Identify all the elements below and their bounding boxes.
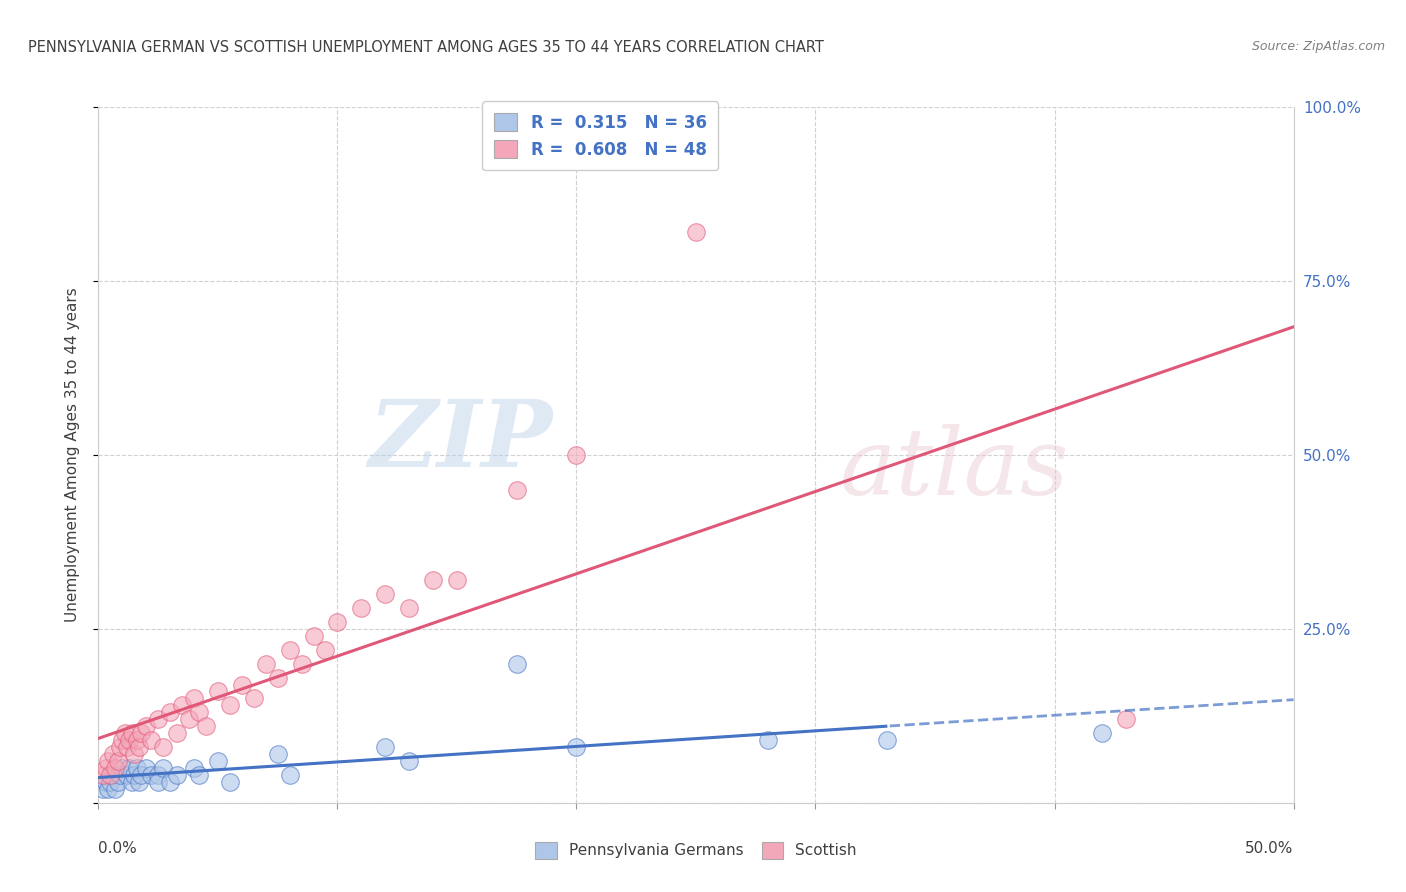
Point bbox=[124, 747, 146, 761]
Point bbox=[131, 726, 153, 740]
Point bbox=[422, 573, 444, 587]
Point bbox=[91, 768, 114, 782]
Text: 50.0%: 50.0% bbox=[1246, 841, 1294, 856]
Point bbox=[291, 657, 314, 671]
Point bbox=[254, 657, 277, 671]
Point bbox=[374, 587, 396, 601]
Point bbox=[183, 691, 205, 706]
Point bbox=[121, 726, 143, 740]
Point bbox=[118, 733, 141, 747]
Point bbox=[104, 781, 127, 796]
Point bbox=[139, 768, 162, 782]
Point bbox=[350, 601, 373, 615]
Point bbox=[506, 657, 529, 671]
Point bbox=[1091, 726, 1114, 740]
Point bbox=[166, 768, 188, 782]
Point bbox=[152, 761, 174, 775]
Point bbox=[148, 768, 170, 782]
Point bbox=[94, 761, 117, 775]
Point bbox=[115, 768, 138, 782]
Point bbox=[131, 768, 153, 782]
Point bbox=[101, 747, 124, 761]
Point bbox=[231, 677, 253, 691]
Point bbox=[187, 706, 209, 720]
Point bbox=[278, 642, 301, 657]
Point bbox=[159, 775, 181, 789]
Point bbox=[111, 733, 134, 747]
Point bbox=[172, 698, 194, 713]
Point bbox=[374, 740, 396, 755]
Point bbox=[97, 754, 120, 768]
Point bbox=[267, 747, 290, 761]
Point bbox=[91, 781, 114, 796]
Y-axis label: Unemployment Among Ages 35 to 44 years: Unemployment Among Ages 35 to 44 years bbox=[65, 287, 80, 623]
Text: ZIP: ZIP bbox=[368, 396, 553, 486]
Point bbox=[148, 712, 170, 726]
Point bbox=[1115, 712, 1137, 726]
Point bbox=[219, 698, 242, 713]
Point bbox=[267, 671, 290, 685]
Point bbox=[128, 740, 150, 755]
Point bbox=[121, 775, 143, 789]
Point bbox=[125, 733, 148, 747]
Point bbox=[685, 225, 707, 239]
Point bbox=[446, 573, 468, 587]
Point bbox=[107, 754, 129, 768]
Point bbox=[139, 733, 162, 747]
Point bbox=[179, 712, 201, 726]
Point bbox=[187, 768, 209, 782]
Point bbox=[101, 768, 124, 782]
Point bbox=[125, 761, 148, 775]
Point bbox=[207, 754, 229, 768]
Point bbox=[756, 733, 779, 747]
Point bbox=[108, 768, 131, 782]
Text: Source: ZipAtlas.com: Source: ZipAtlas.com bbox=[1251, 40, 1385, 54]
Text: PENNSYLVANIA GERMAN VS SCOTTISH UNEMPLOYMENT AMONG AGES 35 TO 44 YEARS CORRELATI: PENNSYLVANIA GERMAN VS SCOTTISH UNEMPLOY… bbox=[28, 40, 824, 55]
Point bbox=[876, 733, 898, 747]
Point bbox=[98, 775, 122, 789]
Point bbox=[94, 775, 117, 789]
Point bbox=[128, 775, 150, 789]
Point bbox=[118, 761, 141, 775]
Point bbox=[159, 706, 181, 720]
Point bbox=[111, 761, 134, 775]
Point bbox=[195, 719, 218, 733]
Point bbox=[98, 768, 122, 782]
Point bbox=[135, 761, 157, 775]
Text: atlas: atlas bbox=[839, 424, 1069, 514]
Point bbox=[148, 775, 170, 789]
Point bbox=[108, 740, 131, 755]
Point bbox=[166, 726, 188, 740]
Point bbox=[315, 642, 337, 657]
Point bbox=[152, 740, 174, 755]
Point bbox=[506, 483, 529, 497]
Text: 0.0%: 0.0% bbox=[98, 841, 138, 856]
Point bbox=[278, 768, 301, 782]
Point bbox=[243, 691, 266, 706]
Point bbox=[97, 781, 120, 796]
Point bbox=[124, 768, 146, 782]
Point bbox=[302, 629, 325, 643]
Point bbox=[115, 740, 138, 755]
Point bbox=[135, 719, 157, 733]
Point bbox=[219, 775, 242, 789]
Point bbox=[398, 601, 420, 615]
Point bbox=[207, 684, 229, 698]
Point bbox=[107, 775, 129, 789]
Point bbox=[398, 754, 420, 768]
Point bbox=[114, 726, 136, 740]
Point bbox=[565, 448, 588, 462]
Point bbox=[326, 615, 349, 629]
Point bbox=[565, 740, 588, 755]
Legend: Pennsylvania Germans, Scottish: Pennsylvania Germans, Scottish bbox=[529, 836, 863, 864]
Point bbox=[183, 761, 205, 775]
Point bbox=[104, 761, 127, 775]
